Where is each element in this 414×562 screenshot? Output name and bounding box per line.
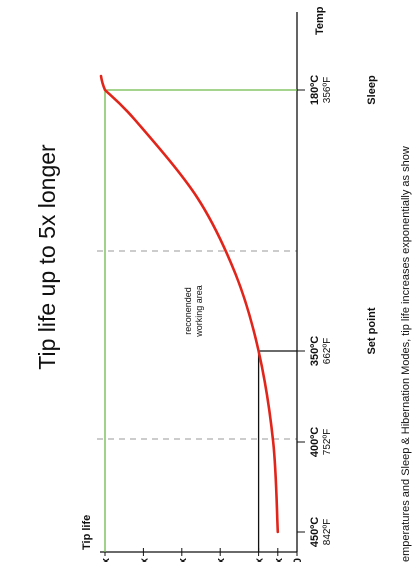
x-tick-label-f: 356ºF [322, 77, 333, 103]
chart-title: Tip life up to 5x longer [34, 144, 60, 370]
y-tick-label: 2x [215, 557, 227, 562]
y-tick-label: 3x [177, 557, 189, 562]
x-tick-label-c: 450ºC [309, 517, 321, 547]
tip-life-curve [99, 74, 280, 534]
caption-text: emperatures and Sleep & Hibernation Mode… [400, 146, 412, 562]
region-label-line1: reconended [183, 287, 193, 335]
set-point-label: Set point [366, 307, 378, 354]
y-tick-label: 5x [100, 557, 112, 562]
y-tick-label: 1/2x [273, 557, 285, 562]
x-tick-label-c: 350ºC [309, 336, 321, 366]
x-axis-label: Temp [314, 6, 326, 35]
x-tick-label-f: 752ºF [322, 429, 333, 455]
x-tick-label-f: 842ºF [322, 519, 333, 545]
rotated-chart-group: Tip life up to 5x longer Tip life Temp r… [34, 6, 412, 562]
x-tick-label-c: 400ºC [309, 427, 321, 457]
sleep-label: Sleep [366, 75, 378, 105]
y-tick-label: 4x [138, 557, 150, 562]
x-tick-label-c: 180ºC [309, 75, 321, 105]
y-axis-label: Tip life [81, 515, 93, 550]
region-label-line2: working area [194, 285, 204, 338]
y-tick-label: 0 [292, 558, 304, 562]
x-tick-label-f: 662ºF [322, 338, 333, 364]
y-tick-label: 1x [254, 557, 266, 562]
